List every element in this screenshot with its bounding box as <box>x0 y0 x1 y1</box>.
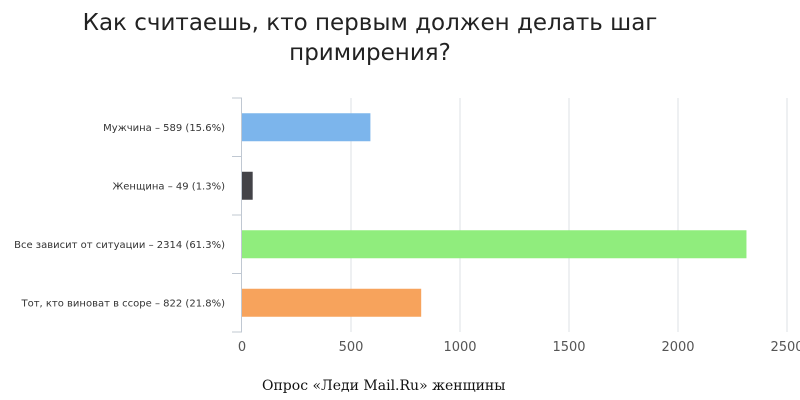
x-tick-label: 1000 <box>443 340 476 355</box>
x-tick-label: 0 <box>238 340 246 355</box>
x-tick-label: 2000 <box>661 340 694 355</box>
bar[interactable] <box>242 230 747 259</box>
category-label: Мужчина – 589 (15.6%) <box>103 123 225 134</box>
bar[interactable] <box>242 113 371 142</box>
y-axis <box>232 97 242 333</box>
category-label: Женщина – 49 (1.3%) <box>112 181 225 192</box>
category-label: Тот, кто виноват в ссоре – 822 (21.8%) <box>20 298 225 309</box>
bars <box>242 113 747 317</box>
category-labels: Мужчина – 589 (15.6%) Женщина – 49 (1.3%)… <box>14 123 225 310</box>
x-tick-label: 500 <box>339 340 364 355</box>
source-caption: Опрос «Леди Mail.Ru» женщины <box>262 378 506 394</box>
x-tick-label: 1500 <box>552 340 585 355</box>
bar[interactable] <box>242 171 253 200</box>
category-label: Все зависит от ситуации – 2314 (61.3%) <box>14 240 225 251</box>
x-tick-label: 2500 <box>770 340 800 355</box>
chart-title: Как считаешь, кто первым должен делать ш… <box>82 10 658 66</box>
bar[interactable] <box>242 288 422 317</box>
x-tick-labels: 0 500 1000 1500 2000 2500 <box>238 340 800 355</box>
